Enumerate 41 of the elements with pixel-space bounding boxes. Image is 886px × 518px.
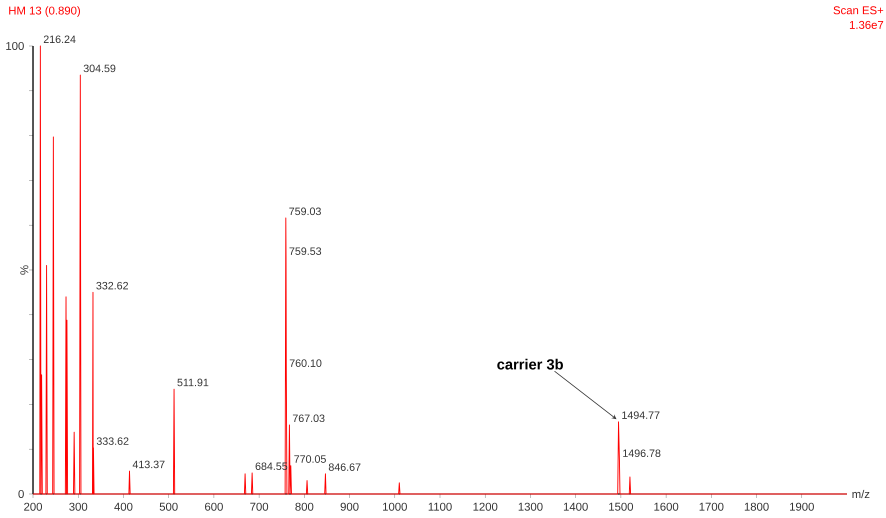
annotation: 760.10 bbox=[290, 359, 322, 367]
x-tick-label: 1600 bbox=[654, 502, 678, 511]
annotation: 846.67 bbox=[328, 463, 360, 471]
line-series bbox=[32, 46, 848, 494]
x-tick-label: 300 bbox=[69, 502, 88, 511]
annotation: 511.91 bbox=[177, 378, 208, 386]
annotation: 759.03 bbox=[289, 208, 321, 216]
x-tick-label: 1200 bbox=[473, 502, 498, 511]
text: Scan ES+ bbox=[834, 6, 884, 14]
annotation: 770.05 bbox=[294, 455, 326, 463]
x-tick-label: 900 bbox=[340, 502, 359, 511]
x-tick-label: 1400 bbox=[564, 502, 588, 511]
y-tick-label: 0 bbox=[18, 490, 24, 498]
x-tick-label: 700 bbox=[250, 502, 268, 511]
x-tick-label: 400 bbox=[114, 502, 132, 511]
annotation: carrier 3b bbox=[497, 358, 563, 370]
y-axis-title: % bbox=[20, 265, 28, 275]
x-tick-label: 500 bbox=[160, 502, 178, 511]
x-tick-label: 600 bbox=[205, 502, 223, 511]
annotation: 1496.78 bbox=[623, 449, 660, 458]
x-tick-label: 1700 bbox=[700, 502, 724, 511]
annotation: 767.03 bbox=[292, 414, 325, 422]
y-tick-label: 100 bbox=[6, 42, 24, 50]
chart-title: HM 13 (0.890) bbox=[9, 6, 80, 17]
x-tick-label: 1900 bbox=[790, 502, 814, 511]
annotation: 333.62 bbox=[96, 437, 128, 445]
x-tick-label: 1300 bbox=[518, 502, 543, 511]
annotation: 759.53 bbox=[290, 247, 322, 255]
x-axis-title: m/z bbox=[852, 490, 870, 498]
annotation: 304.59 bbox=[84, 64, 116, 72]
x-tick-label: 200 bbox=[24, 502, 42, 511]
annotation: 216.24 bbox=[44, 36, 76, 44]
annotation: 1494.77 bbox=[622, 411, 660, 419]
annotation: 332.62 bbox=[96, 282, 128, 290]
annotation: 413.37 bbox=[132, 460, 165, 468]
x-tick-label: 1000 bbox=[383, 502, 407, 511]
x-tick-label: 1800 bbox=[744, 502, 769, 511]
x-tick-label: 800 bbox=[295, 502, 314, 511]
text: 1.36e7 bbox=[850, 20, 884, 29]
x-tick-label: 1100 bbox=[428, 502, 452, 511]
x-tick-label: 1500 bbox=[609, 502, 634, 511]
